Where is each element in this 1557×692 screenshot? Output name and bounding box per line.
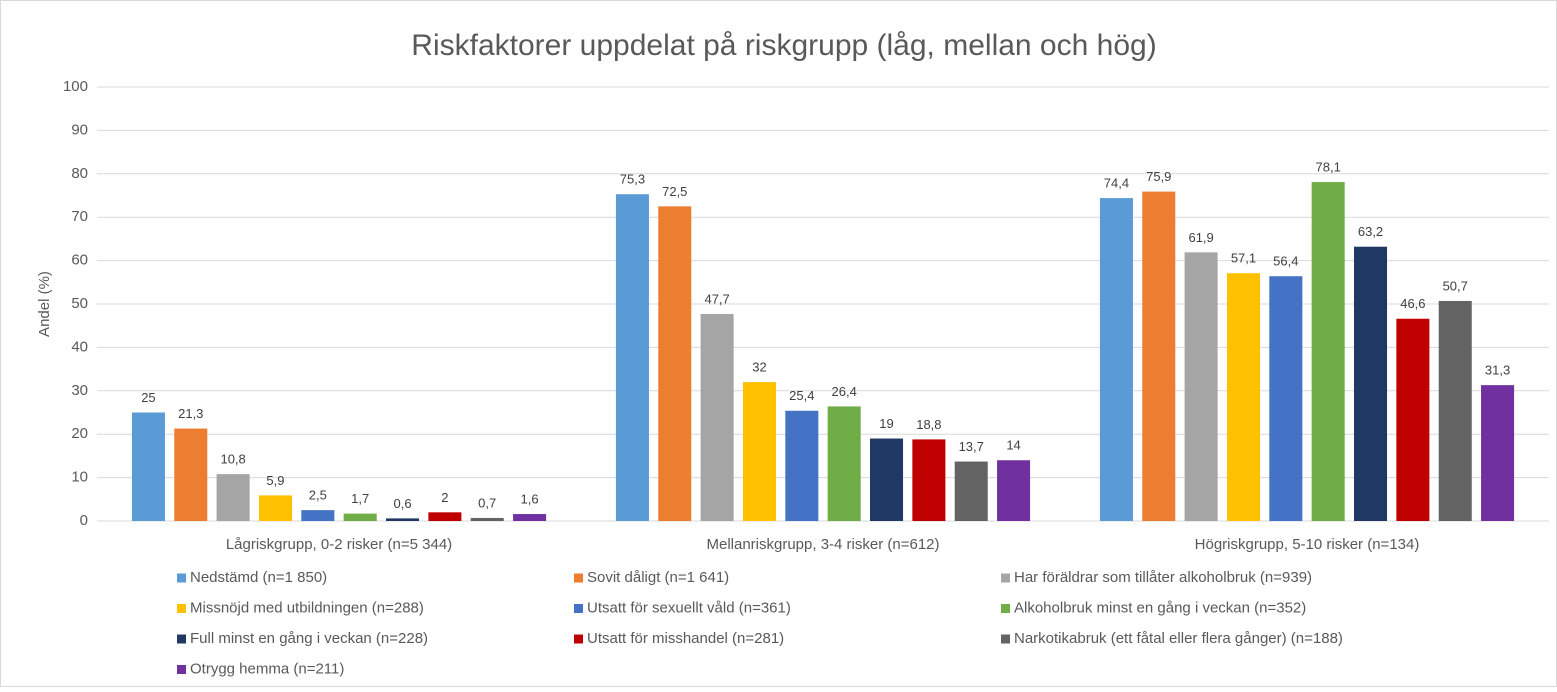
legend-swatch xyxy=(1001,573,1010,583)
bar xyxy=(1142,191,1176,521)
legend-swatch xyxy=(177,634,186,644)
value-label: 74,4 xyxy=(1104,176,1129,191)
value-label: 1,6 xyxy=(521,491,539,506)
y-tick-label: 0 xyxy=(80,512,88,529)
chart-title: Riskfaktorer uppdelat på riskgrupp (låg,… xyxy=(411,29,1156,62)
value-label: 0,7 xyxy=(478,495,496,510)
legend-swatch xyxy=(1001,604,1010,613)
value-label: 21,3 xyxy=(178,406,203,421)
bar xyxy=(658,206,692,521)
legend-swatch xyxy=(574,573,583,583)
bar xyxy=(912,439,946,521)
y-tick-label: 30 xyxy=(71,382,88,399)
value-label: 75,3 xyxy=(620,172,645,187)
legend-label: Utsatt för sexuellt våld (n=361) xyxy=(587,599,791,616)
value-label: 25,4 xyxy=(789,388,814,403)
bar xyxy=(1481,385,1515,521)
y-tick-label: 100 xyxy=(63,78,88,95)
bar xyxy=(742,382,776,521)
x-tick-label: Högriskgrupp, 5-10 risker (n=134) xyxy=(1195,536,1420,553)
value-label: 72,5 xyxy=(662,184,687,199)
bar xyxy=(301,510,335,521)
y-tick-label: 50 xyxy=(71,295,88,312)
value-label: 56,4 xyxy=(1273,254,1298,269)
value-label: 0,6 xyxy=(393,496,411,511)
bar xyxy=(700,313,734,521)
value-label: 10,8 xyxy=(220,452,245,467)
bar xyxy=(1226,273,1260,521)
value-label: 75,9 xyxy=(1146,169,1171,184)
value-label: 25 xyxy=(141,390,155,405)
value-label: 13,7 xyxy=(959,439,984,454)
legend-label: Har föräldrar som tillåter alkoholbruk (… xyxy=(1014,569,1312,586)
value-label: 18,8 xyxy=(916,417,941,432)
bar xyxy=(1269,276,1303,521)
bar xyxy=(1311,182,1345,521)
bar xyxy=(785,410,819,521)
bar xyxy=(343,513,377,521)
value-label: 26,4 xyxy=(832,384,857,399)
y-tick-label: 80 xyxy=(71,165,88,182)
bar xyxy=(470,517,504,521)
legend-swatch xyxy=(574,634,583,644)
legend-swatch xyxy=(177,665,186,674)
bar xyxy=(1396,318,1430,521)
legend-swatch xyxy=(574,604,583,613)
bar xyxy=(1184,252,1218,521)
bar xyxy=(870,438,904,521)
y-tick-label: 90 xyxy=(71,121,88,138)
bar xyxy=(428,512,462,521)
y-tick-label: 10 xyxy=(71,469,88,486)
y-tick-label: 20 xyxy=(71,425,88,442)
legend-swatch xyxy=(177,604,186,613)
bar xyxy=(827,406,861,521)
value-label: 63,2 xyxy=(1358,224,1383,239)
value-label: 78,1 xyxy=(1316,159,1341,174)
bar xyxy=(1438,300,1472,521)
bar xyxy=(131,412,165,521)
bar xyxy=(513,514,547,521)
value-label: 32 xyxy=(752,360,766,375)
bar xyxy=(997,460,1031,521)
value-label: 50,7 xyxy=(1443,278,1468,293)
legend-label: Alkoholbruk minst en gång i veckan (n=35… xyxy=(1014,599,1306,616)
y-axis-label: Andel (%) xyxy=(36,271,53,337)
legend-label: Narkotikabruk (ett fåtal eller flera gån… xyxy=(1014,630,1343,647)
legend-label: Sovit dåligt (n=1 641) xyxy=(587,569,729,586)
legend-swatch xyxy=(1001,634,1010,644)
value-label: 14 xyxy=(1006,438,1020,453)
bar xyxy=(1099,198,1133,521)
value-label: 46,6 xyxy=(1400,296,1425,311)
legend-label: Missnöjd med utbildningen (n=288) xyxy=(190,599,424,616)
value-label: 47,7 xyxy=(704,291,729,306)
x-tick-label: Lågriskgrupp, 0-2 risker (n=5 344) xyxy=(226,536,452,553)
legend-label: Otrygg hemma (n=211) xyxy=(190,660,344,677)
legend-label: Nedstämd (n=1 850) xyxy=(190,569,327,586)
value-label: 61,9 xyxy=(1188,230,1213,245)
value-label: 1,7 xyxy=(351,491,369,506)
y-tick-label: 40 xyxy=(71,338,88,355)
y-tick-label: 70 xyxy=(71,208,88,225)
value-label: 2 xyxy=(441,490,448,505)
bar xyxy=(386,518,420,521)
legend-swatch xyxy=(177,573,186,583)
value-label: 2,5 xyxy=(309,488,327,503)
bar xyxy=(174,428,208,521)
bar xyxy=(258,495,292,521)
legend-label: Utsatt för misshandel (n=281) xyxy=(587,630,784,647)
value-label: 31,3 xyxy=(1485,363,1510,378)
value-label: 5,9 xyxy=(266,473,284,488)
bar xyxy=(954,461,988,521)
value-label: 57,1 xyxy=(1231,251,1256,266)
bar xyxy=(615,194,649,521)
x-tick-label: Mellanriskgrupp, 3-4 risker (n=612) xyxy=(706,536,939,553)
y-tick-label: 60 xyxy=(71,252,88,269)
legend-label: Full minst en gång i veckan (n=228) xyxy=(190,630,428,647)
bar xyxy=(1354,246,1388,521)
value-label: 19 xyxy=(879,416,893,431)
bar xyxy=(216,474,250,521)
